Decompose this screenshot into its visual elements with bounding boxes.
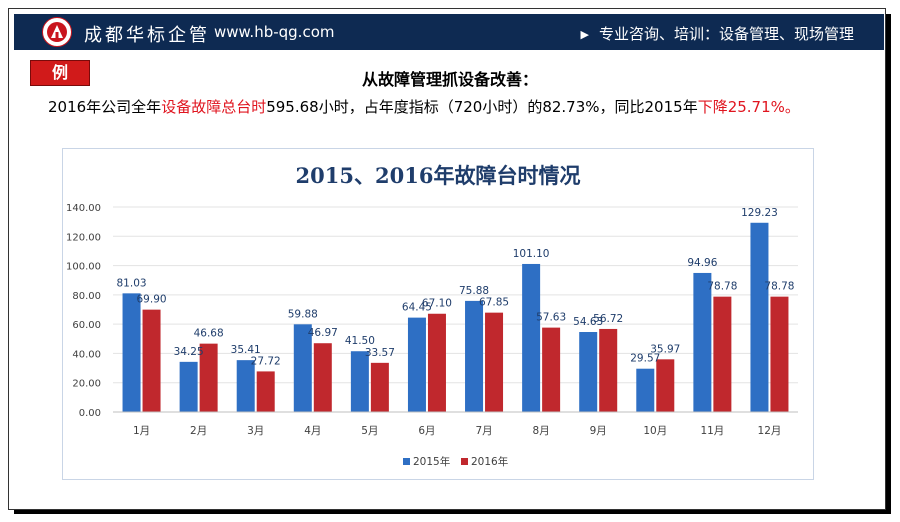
- x-tick-label: 7月: [475, 425, 492, 437]
- bar-2016: [770, 296, 789, 412]
- bar-2016: [256, 371, 275, 412]
- x-tick-label: 10月: [643, 425, 667, 437]
- play-arrow-icon: ▶: [580, 28, 589, 41]
- data-label: 57.63: [536, 312, 566, 324]
- y-tick-label: 40.00: [72, 349, 101, 360]
- legend-swatch: [403, 458, 410, 465]
- tagline: ▶ 专业咨询、培训：设备管理、现场管理: [581, 23, 854, 44]
- summary-part-1: 2016年公司全年: [48, 98, 162, 116]
- x-tick-label: 6月: [418, 425, 435, 437]
- bar-2015: [522, 263, 541, 412]
- data-label: 81.03: [117, 277, 147, 289]
- data-label: 35.41: [231, 344, 261, 356]
- x-tick-label: 12月: [758, 425, 782, 437]
- x-tick-label: 11月: [700, 425, 724, 437]
- header-bar: 成都华标企管 www.hb-qg.com ▶ 专业咨询、培训：设备管理、现场管理: [14, 14, 884, 50]
- data-label: 94.96: [687, 257, 717, 269]
- chart-container: 81.03 69.90 34.25 46.68 35.41 27.72 59.88 46.97…: [62, 148, 814, 480]
- x-tick-label: 9月: [590, 425, 607, 437]
- data-label: 75.88: [459, 285, 489, 297]
- bar-2016: [199, 343, 218, 412]
- bar-2016: [142, 309, 161, 412]
- data-label: 27.72: [251, 355, 281, 367]
- bar-2015: [750, 222, 769, 412]
- y-tick-label: 120.00: [66, 232, 101, 243]
- bar-2015: [293, 324, 312, 412]
- data-label: 67.10: [422, 298, 452, 310]
- bar-2016: [485, 312, 504, 412]
- bar-2015: [407, 317, 426, 412]
- data-label: 64.45: [402, 302, 432, 314]
- x-tick-label: 8月: [533, 425, 550, 437]
- data-label: 56.72: [593, 313, 623, 325]
- brand-name: 成都华标企管: [84, 25, 210, 46]
- x-tick-label: 4月: [304, 425, 321, 437]
- y-tick-label: 0.00: [79, 408, 101, 419]
- data-label: 101.10: [513, 248, 550, 260]
- bar-2015: [122, 293, 141, 412]
- website-url[interactable]: www.hb-qg.com: [214, 23, 335, 41]
- data-label: 29.57: [630, 353, 660, 365]
- bar-2016: [313, 343, 332, 412]
- y-tick-label: 100.00: [66, 262, 101, 273]
- data-label: 69.90: [137, 294, 167, 306]
- bar-2016: [599, 328, 618, 412]
- data-label: 46.97: [308, 327, 338, 339]
- bar-2015: [579, 332, 598, 412]
- bar-2015: [350, 351, 369, 412]
- company-logo: [42, 17, 72, 47]
- page-heading: 从故障管理抓设备改善：: [361, 70, 538, 89]
- summary-text: 2016年公司全年设备故障总台时595.68小时，占年度指标（720小时）的82…: [48, 96, 800, 117]
- chart-legend: 2015年 2016年: [403, 455, 508, 468]
- chart-axes: 0.00 20.00 40.00 60.00 80.00 100.00 120.00 140.…: [66, 203, 798, 437]
- data-label: 59.88: [288, 308, 318, 320]
- data-label: 46.68: [194, 328, 224, 340]
- data-label: 78.78: [707, 281, 737, 293]
- data-label: 54.63: [573, 316, 603, 328]
- bar-2015: [179, 361, 198, 412]
- bar-2015: [236, 360, 255, 412]
- y-tick-label: 60.00: [72, 320, 101, 331]
- data-label: 33.57: [365, 347, 395, 359]
- legend-label: 2016年: [471, 455, 508, 468]
- x-tick-label: 3月: [247, 425, 264, 437]
- y-tick-label: 20.00: [72, 379, 101, 390]
- bar-2016: [370, 362, 389, 412]
- data-label: 129.23: [741, 207, 778, 219]
- logo-mark-icon: [47, 22, 67, 42]
- bar-2015: [693, 272, 712, 412]
- frame-shadow-bottom: [14, 509, 891, 514]
- summary-highlight-2: 下降25.71%。: [697, 98, 800, 116]
- frame-shadow-right: [886, 14, 891, 512]
- x-tick-label: 1月: [133, 425, 150, 437]
- bar-2016: [713, 296, 732, 412]
- data-label: 35.97: [650, 343, 680, 355]
- bar-2016: [542, 327, 561, 412]
- data-label: 78.78: [764, 281, 794, 293]
- summary-part-2: 595.68小时，占年度指标（720小时）的82.73%，同比2015年: [266, 98, 698, 116]
- x-tick-label: 5月: [361, 425, 378, 437]
- data-label: 67.85: [479, 297, 509, 309]
- data-label: 41.50: [345, 335, 375, 347]
- example-label: 例: [30, 60, 90, 86]
- chart-bars: [122, 222, 789, 412]
- chart-title: 2015、2016年故障台时情况: [296, 163, 581, 188]
- x-tick-label: 2月: [190, 425, 207, 437]
- y-tick-label: 80.00: [72, 291, 101, 302]
- bar-2015: [636, 368, 655, 412]
- bar-2015: [465, 300, 484, 412]
- data-label: 34.25: [174, 346, 204, 358]
- summary-highlight-1: 设备故障总台时: [161, 98, 267, 116]
- legend-swatch: [461, 458, 468, 465]
- bar-2016: [427, 313, 446, 412]
- y-tick-label: 140.00: [66, 203, 101, 214]
- tagline-text: 专业咨询、培训：设备管理、现场管理: [598, 25, 854, 43]
- bar-2016: [656, 359, 675, 412]
- legend-label: 2015年: [413, 455, 450, 468]
